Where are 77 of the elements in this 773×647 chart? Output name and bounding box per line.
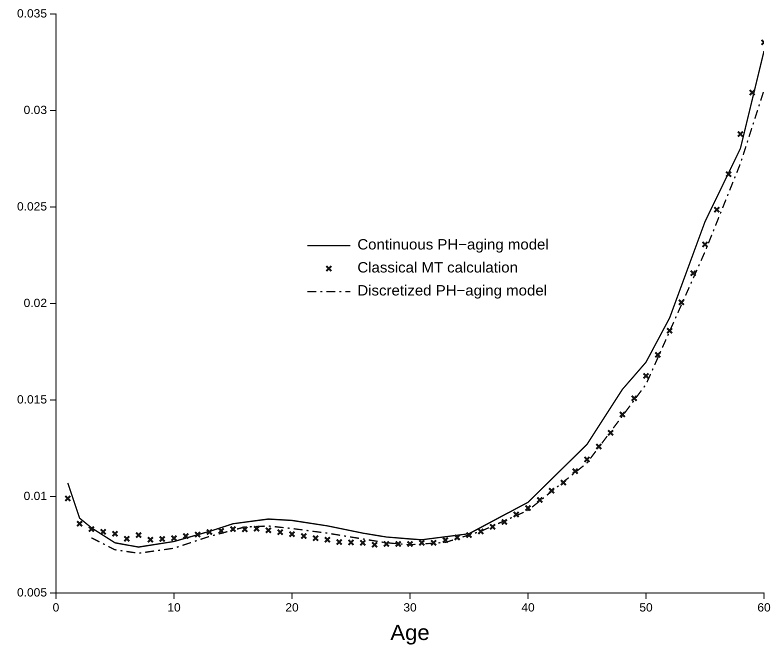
y-tick-label: 0.015 xyxy=(16,392,48,406)
point xyxy=(336,538,343,546)
point xyxy=(324,536,331,544)
point xyxy=(348,538,354,546)
point xyxy=(300,532,308,540)
point xyxy=(584,456,590,463)
x-tick-label: 60 xyxy=(757,600,771,615)
y-tick-label: 0.005 xyxy=(16,585,48,600)
legend-label: Continuous PH−aging model xyxy=(357,236,549,254)
point xyxy=(500,518,508,526)
point xyxy=(466,532,472,539)
point xyxy=(112,530,118,538)
point xyxy=(713,206,720,214)
point xyxy=(406,540,414,548)
x-tick-label: 20 xyxy=(285,600,299,615)
point xyxy=(618,411,626,418)
point xyxy=(264,526,272,534)
legend-label: Discretized PH−aging model xyxy=(357,282,548,300)
point xyxy=(595,443,602,450)
point xyxy=(678,298,685,306)
point xyxy=(630,394,638,402)
legend-label: Classical MT calculation xyxy=(357,260,518,277)
point xyxy=(654,351,662,358)
point xyxy=(218,527,225,534)
x-tick-label: 10 xyxy=(167,600,181,615)
point xyxy=(572,468,579,475)
x-tick-label: 50 xyxy=(639,600,653,615)
point xyxy=(194,531,202,538)
point xyxy=(736,130,744,138)
y-tick-label: 0.035 xyxy=(16,6,48,20)
point xyxy=(454,534,461,541)
point xyxy=(371,541,378,548)
point xyxy=(312,534,320,542)
point xyxy=(489,523,496,530)
point xyxy=(548,487,556,494)
point xyxy=(477,528,484,535)
point xyxy=(88,526,95,533)
point xyxy=(64,494,72,502)
point xyxy=(430,539,438,546)
y-tick-label: 0.02 xyxy=(24,296,48,310)
point xyxy=(607,429,614,436)
point xyxy=(666,327,674,334)
point xyxy=(230,526,236,533)
point xyxy=(100,528,107,536)
point xyxy=(276,528,284,536)
point xyxy=(690,270,697,277)
x-tick-label: 40 xyxy=(521,600,535,615)
point xyxy=(288,530,296,538)
point xyxy=(642,372,650,380)
y-tick-label: 0.01 xyxy=(24,488,48,503)
point xyxy=(158,535,166,542)
point xyxy=(182,532,190,540)
x-tick-label: 30 xyxy=(403,600,417,615)
point xyxy=(170,534,178,542)
point xyxy=(382,540,390,548)
x-tick-label: 0 xyxy=(52,600,60,615)
point xyxy=(394,540,402,548)
point xyxy=(702,240,708,248)
point xyxy=(241,526,248,533)
point xyxy=(206,528,213,536)
y-tick-label: 0.03 xyxy=(24,102,48,117)
point xyxy=(123,535,130,542)
point xyxy=(253,525,260,532)
point xyxy=(76,520,84,528)
point xyxy=(560,479,567,486)
x-axis-title: Age xyxy=(390,620,430,645)
point xyxy=(359,539,366,546)
point xyxy=(524,504,532,512)
point xyxy=(748,89,756,96)
point xyxy=(512,510,520,518)
point xyxy=(146,536,154,544)
point xyxy=(725,170,732,178)
point xyxy=(418,539,426,546)
point xyxy=(442,536,449,544)
y-tick-label: 0.025 xyxy=(16,199,48,214)
point xyxy=(135,532,142,539)
point xyxy=(536,496,544,504)
